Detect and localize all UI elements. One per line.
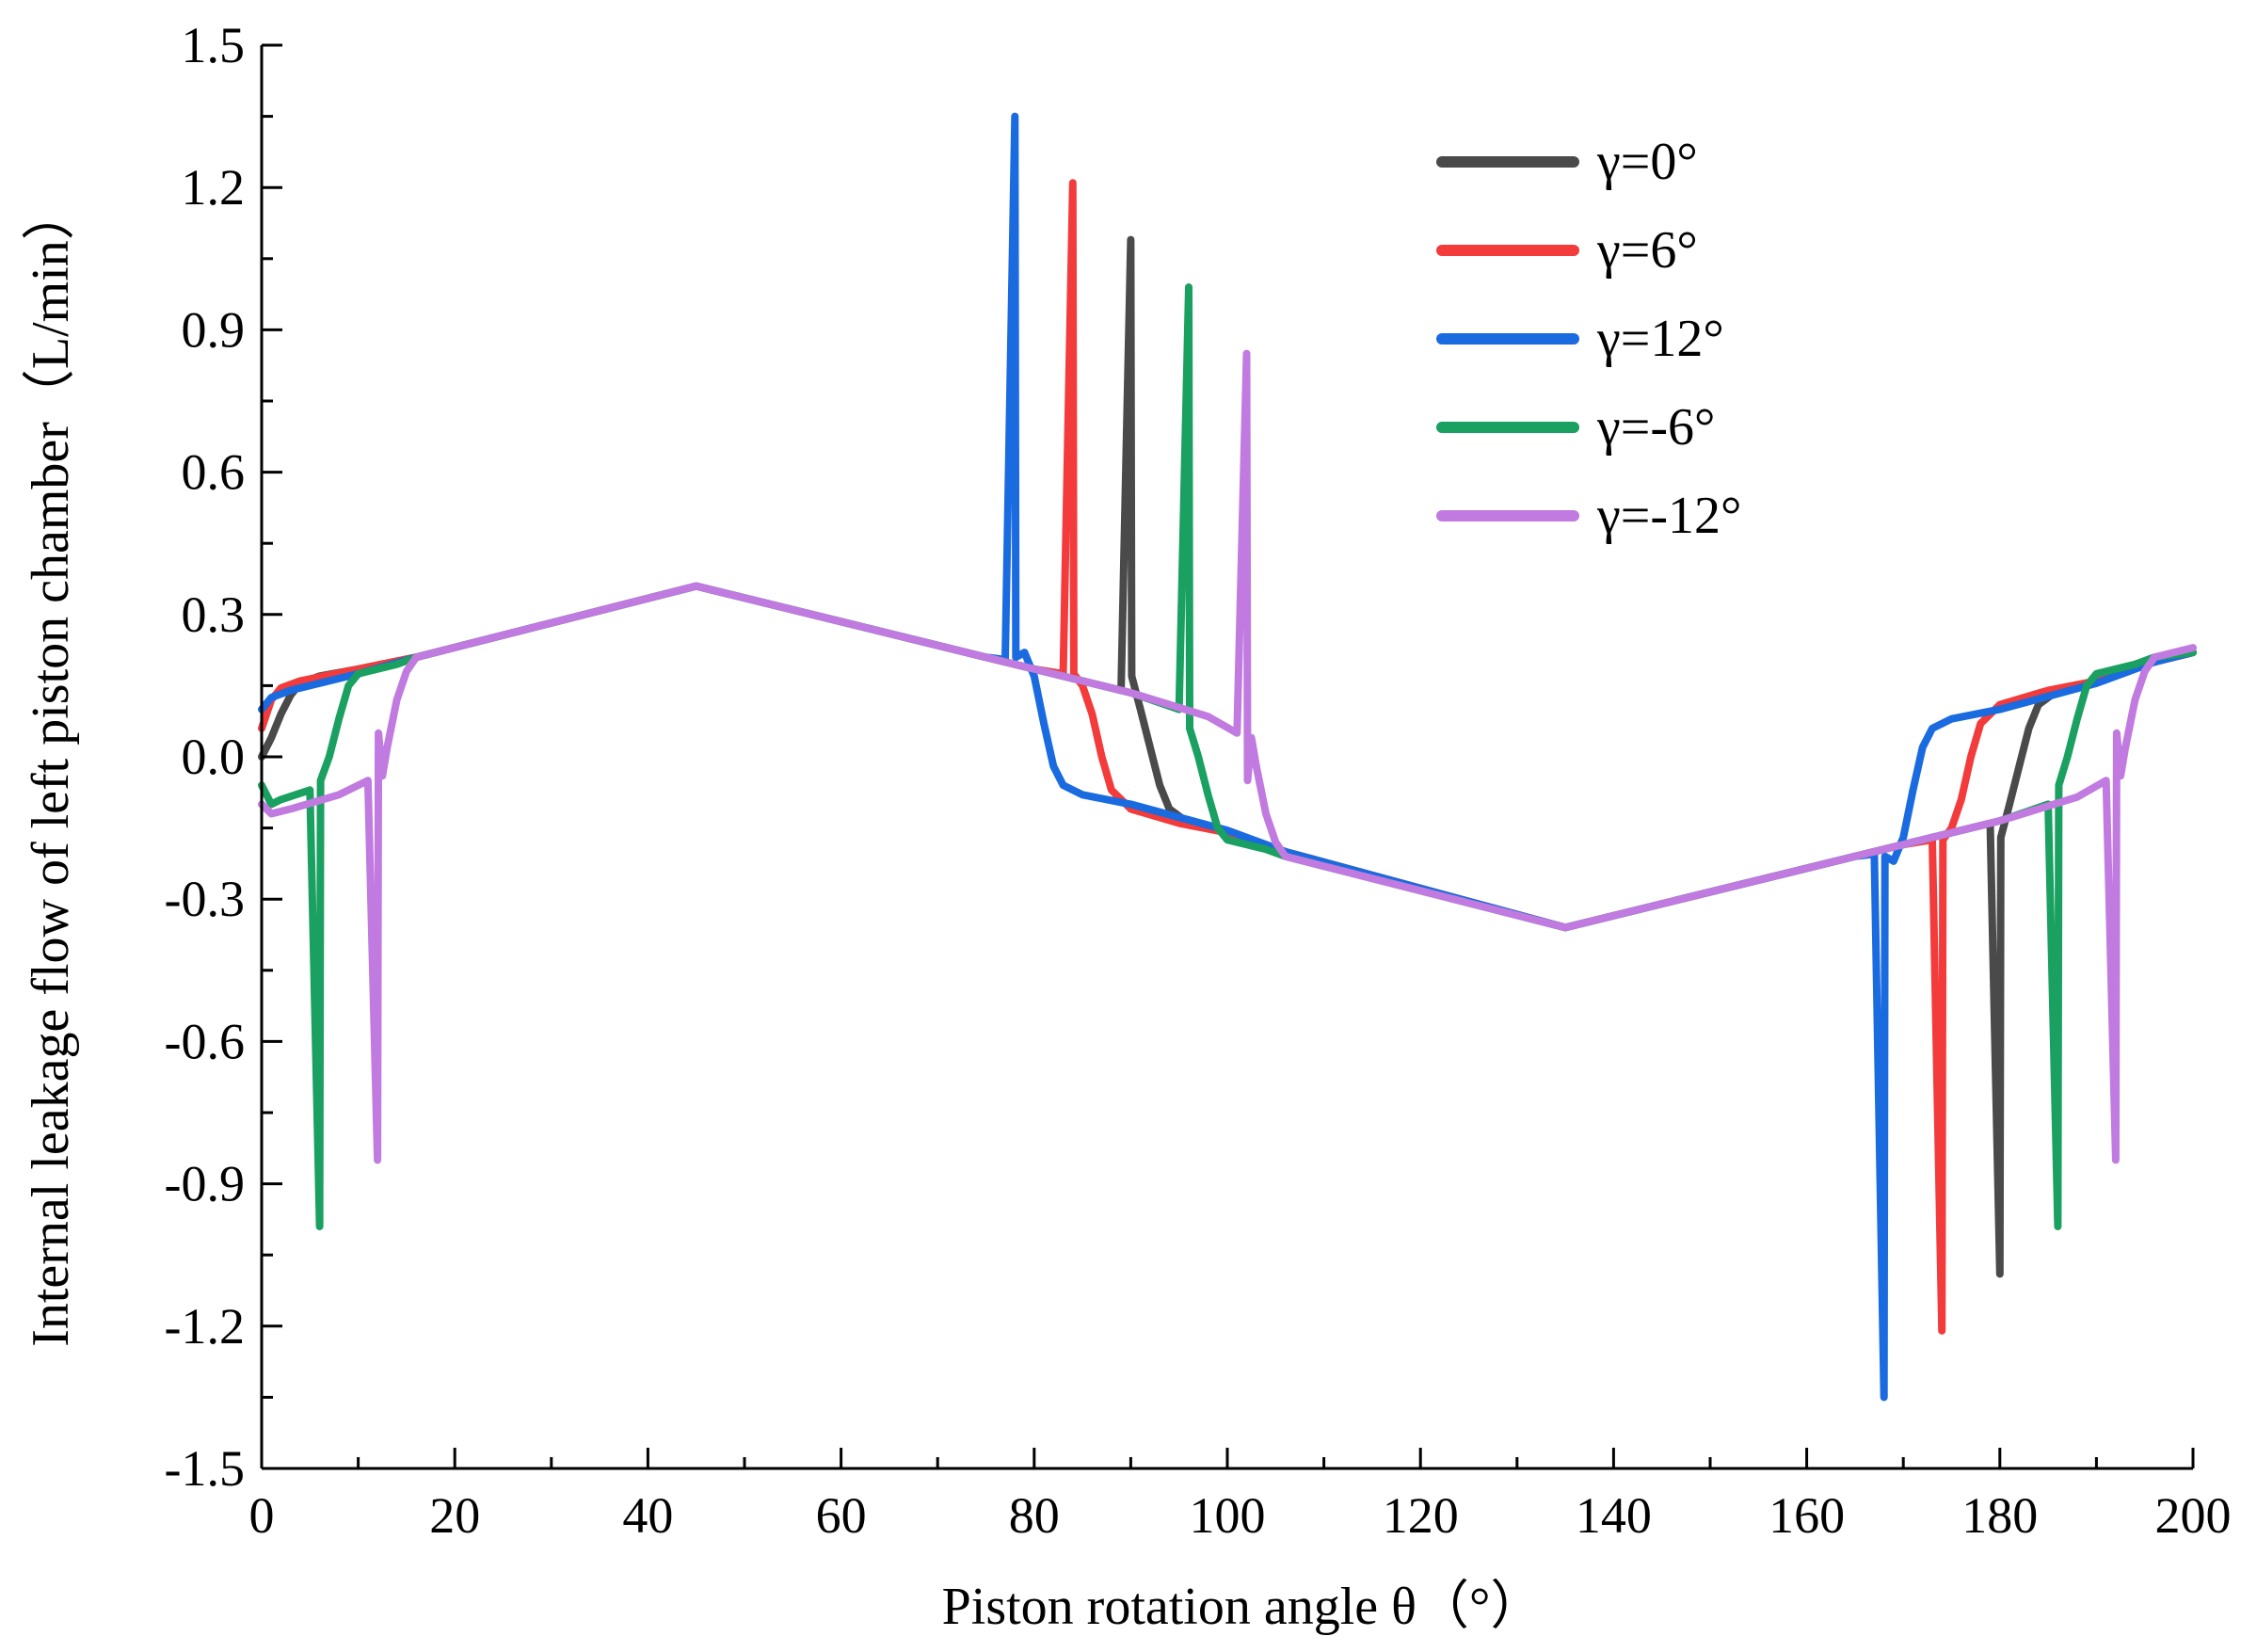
y-tick-label: 0.0 <box>182 729 246 785</box>
x-axis-label: Piston rotation angle θ（°） <box>942 1578 1544 1636</box>
y-tick-label: -1.2 <box>165 1298 245 1355</box>
x-tick-label: 120 <box>1383 1487 1459 1544</box>
legend-label: γ=6° <box>1596 221 1698 280</box>
series-line <box>258 179 2197 1335</box>
series-layer <box>258 112 2197 1402</box>
series-line <box>258 112 2197 1402</box>
x-tick-label: 200 <box>2155 1487 2232 1544</box>
series-line <box>258 349 2197 1164</box>
legend-label: γ=-6° <box>1596 398 1715 457</box>
y-tick-label: -0.3 <box>165 871 245 927</box>
y-tick-label: -0.9 <box>165 1156 245 1212</box>
series-line <box>258 283 2197 1230</box>
x-tick-label: 40 <box>622 1487 673 1544</box>
series-line <box>258 235 2197 1278</box>
x-tick-label: 60 <box>816 1487 867 1544</box>
legend: γ=0° γ=6° γ=12° γ=-6° γ=-12° <box>1436 133 1741 545</box>
x-tick-label: 180 <box>1961 1487 2038 1544</box>
legend-label: γ=-12° <box>1596 487 1741 545</box>
y-tick-label: 1.2 <box>182 159 246 216</box>
y-tick-label: 0.3 <box>182 586 246 643</box>
y-axis-label: Internal leakage flow of left piston cha… <box>22 187 80 1347</box>
x-tick-label: 160 <box>1769 1487 1845 1544</box>
y-tick-label: 0.9 <box>182 301 246 358</box>
x-tick-label: 80 <box>1009 1487 1060 1544</box>
y-tick-label: 1.5 <box>182 17 246 73</box>
x-tick-label: 0 <box>249 1487 275 1544</box>
y-tick-label: 0.6 <box>182 444 246 501</box>
x-tick-label: 20 <box>429 1487 480 1544</box>
legend-label: γ=0° <box>1596 133 1698 191</box>
y-tick-label: -0.6 <box>165 1013 245 1069</box>
y-tick-label: -1.5 <box>165 1440 245 1497</box>
axes: 0 20 40 60 80 100 120 140 160 180 200 -1.5 -1.2 -0.9 -… <box>165 17 2232 1544</box>
x-tick-label: 140 <box>1576 1487 1652 1544</box>
x-tick-label: 100 <box>1190 1487 1266 1544</box>
legend-label: γ=12° <box>1596 310 1724 368</box>
